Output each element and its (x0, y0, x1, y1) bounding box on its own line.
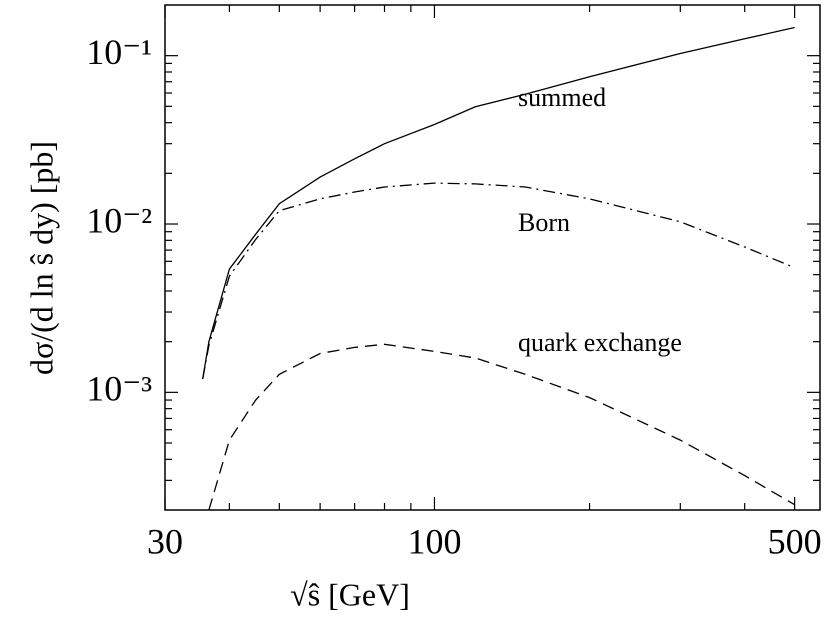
y-tick-label: 10⁻² (86, 200, 152, 240)
x-tick-label: 30 (147, 521, 183, 561)
y-tick-label: 10⁻³ (86, 369, 152, 409)
series-label: quark exchange (518, 328, 682, 357)
series-line (202, 182, 795, 380)
series-label: summed (518, 83, 606, 112)
series-line (202, 26, 795, 380)
series-line (208, 343, 795, 511)
x-tick-label: 500 (768, 521, 822, 561)
plot-frame (164, 4, 821, 511)
x-tick-label: 100 (407, 521, 461, 561)
series-label: Born (518, 208, 570, 237)
x-axis-label: √ŝ [GeV] (290, 576, 410, 612)
y-axis-label: dσ/(d ln ŝ dy) [pb] (23, 141, 59, 375)
y-tick-label: 10⁻¹ (86, 32, 152, 72)
